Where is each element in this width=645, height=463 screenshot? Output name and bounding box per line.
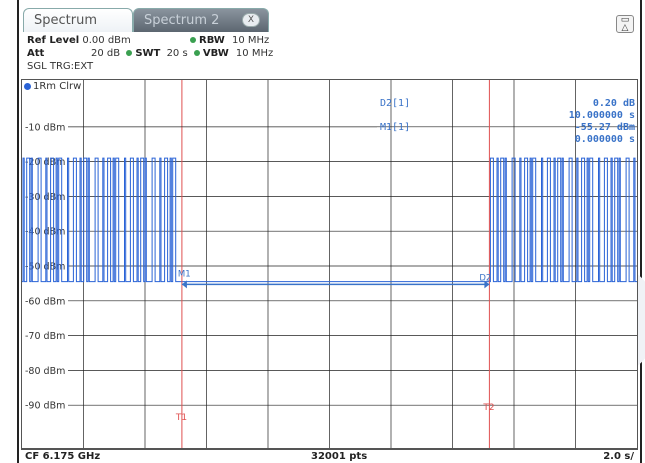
y-axis-label: -60 dBm <box>25 296 65 307</box>
measurement-params: Ref Level 0.00 dBm RBW 10 MHz Att 20 dB … <box>27 34 273 73</box>
plot-canvas: -10 dBm -20 dBm -30 dBm -40 dBm -50 dBm -60 d… <box>22 80 637 448</box>
rbw-label: RBW <box>199 35 225 46</box>
trigger-status: SGL TRG:EXT <box>27 61 94 72</box>
m1-tag: M1 <box>178 269 191 279</box>
y-axis-label: -10 dBm <box>25 122 65 133</box>
time-per-division: 2.0 s/ <box>603 451 634 462</box>
y-axis-label: -50 dBm <box>25 262 65 273</box>
swt-value: 20 s <box>166 48 188 59</box>
trace-burst <box>22 157 182 283</box>
sweep-points: 32001 pts <box>311 451 368 462</box>
t2-label: T2 <box>482 403 494 413</box>
tab-label: Spectrum <box>34 13 97 28</box>
vbw-label: VBW <box>202 48 229 59</box>
ref-level-value: 0.00 dBm <box>82 35 131 46</box>
m1-marker-time: 0.000000 s <box>574 134 635 145</box>
center-frequency: CF 6.175 GHz <box>25 451 101 462</box>
y-axis-label: -80 dBm <box>25 366 65 377</box>
m1-marker-value: -55.27 dBm <box>574 122 635 133</box>
analyzer-window: Spectrum Spectrum 2 X ▭ △ Ref Level 0.00 … <box>17 0 645 463</box>
att-label: Att <box>27 48 45 59</box>
close-icon[interactable]: X <box>242 13 260 27</box>
d2-marker-arrow[interactable] <box>484 280 490 289</box>
trace-label: 1Rm Clrw <box>24 81 81 92</box>
d2-marker-label: D2[1] <box>380 98 411 109</box>
ref-level-label: Ref Level <box>27 35 80 46</box>
status-dot <box>193 49 200 56</box>
tab-spectrum[interactable]: Spectrum <box>23 8 133 32</box>
spectrum-plot[interactable]: 1Rm Clrw -10 dBm -20 dBm -30 dBm -40 dBm -50… <box>21 79 638 449</box>
trace-mode: 1Rm Clrw <box>33 81 82 92</box>
d2-marker-time: 10.000000 s <box>568 110 635 121</box>
m1-marker-label: M1[1] <box>380 122 411 133</box>
display-config-icon[interactable]: ▭ △ <box>616 15 634 33</box>
d2-marker-value: 0.20 dB <box>592 98 635 109</box>
status-dot <box>190 36 196 43</box>
trace-indicator-icon <box>24 82 31 90</box>
y-axis-label: -20 dBm <box>25 157 65 168</box>
m1-marker-arrow[interactable] <box>181 280 187 289</box>
y-axis-label: -30 dBm <box>25 192 65 203</box>
trace-burst <box>489 157 637 283</box>
tab-spectrum-2[interactable]: Spectrum 2 X <box>133 8 269 32</box>
att-value: 20 dB <box>91 48 121 59</box>
status-bar: CF 6.175 GHz 32001 pts 2.0 s/ <box>21 449 638 463</box>
y-axis-label: -90 dBm <box>25 401 65 412</box>
vbw-value: 10 MHz <box>235 48 274 59</box>
status-dot <box>126 49 133 56</box>
y-axis-label: -70 dBm <box>25 331 65 342</box>
swt-label: SWT <box>135 48 161 59</box>
rbw-value: 10 MHz <box>232 35 270 46</box>
tab-bar: Spectrum Spectrum 2 X ▭ △ <box>19 8 640 33</box>
t1-label: T1 <box>175 413 187 423</box>
y-axis-label: -40 dBm <box>25 227 65 238</box>
d2-tag: D2 <box>479 273 491 283</box>
tab-label: Spectrum 2 <box>144 13 220 28</box>
